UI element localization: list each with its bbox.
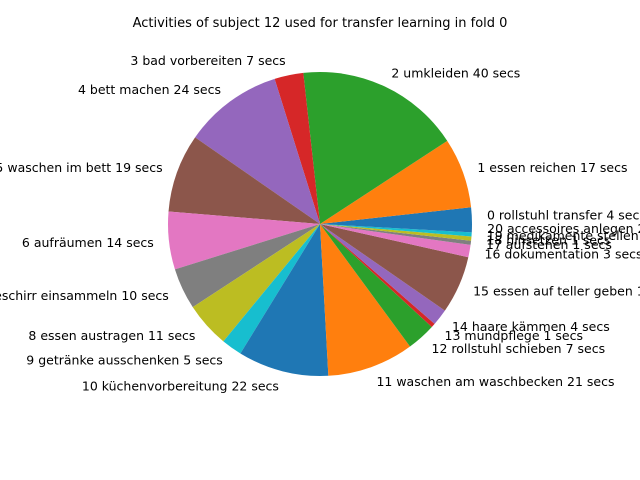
pie-slice-label-13: 13 mundpflege 1 secs — [445, 328, 583, 343]
pie-slice-label-3: 3 bad vorbereiten 7 secs — [130, 53, 285, 68]
pie-slice-20 — [320, 224, 473, 233]
pie-slice-label-18: 18 hinsetzen 1 secs — [486, 233, 610, 248]
pie-slice-8 — [192, 224, 320, 342]
pie-slice-label-16: 16 dokumentation 3 secs — [485, 246, 640, 261]
pie-slice-18 — [320, 224, 472, 241]
pie-slice-label-9: 9 getränke ausschenken 5 secs — [26, 353, 223, 368]
pie-slice-17 — [320, 224, 472, 245]
pie-slice-label-5: 5 waschen im bett 19 secs — [0, 160, 163, 175]
pie-slice-label-2: 2 umkleiden 40 secs — [391, 65, 520, 80]
chart-title: Activities of subject 12 used for transf… — [133, 16, 508, 31]
pie-slice-label-8: 8 essen austragen 11 secs — [28, 328, 195, 343]
pie-slice-label-10: 10 küchenvorbereitung 22 secs — [82, 379, 279, 394]
pie-slice-label-15: 15 essen auf teller geben 14 secs — [473, 284, 640, 299]
pie-labels: 0 rollstuhl transfer 4 secs 1 essen reich… — [0, 53, 640, 394]
pie-slice-label-7: 7 geschirr einsammeln 10 secs — [0, 288, 169, 303]
pie-slice-10 — [240, 224, 329, 377]
pie-slice-4 — [195, 78, 320, 225]
pie-slice-19 — [320, 224, 472, 237]
pie-slice-0 — [320, 207, 472, 224]
pie-slice-1 — [320, 140, 472, 224]
pie-slice-label-19: 19 medikamente stellen 1 secs — [487, 228, 640, 243]
pie-slice-label-6: 6 aufräumen 14 secs — [22, 235, 154, 250]
pie-slice-label-14: 14 haare kämmen 4 secs — [452, 319, 610, 334]
pie-slice-6 — [168, 211, 320, 270]
pie-slice-12 — [320, 224, 432, 347]
pie-slice-2 — [303, 71, 448, 224]
pie-slice-label-1: 1 essen reichen 17 secs — [477, 160, 627, 175]
pie-slice-label-12: 12 rollstuhl schieben 7 secs — [432, 341, 606, 356]
pie-slice-9 — [223, 224, 320, 354]
pie-slice-5 — [168, 137, 320, 224]
pie-slice-label-20: 20 accessoires anlegen 2 secs — [487, 221, 640, 236]
pie-slice-label-17: 17 aufstehen 1 secs — [486, 237, 612, 252]
pie-slice-16 — [320, 224, 471, 258]
pie-slice-label-4: 4 bett machen 24 secs — [78, 82, 221, 97]
pie-slice-label-0: 0 rollstuhl transfer 4 secs — [487, 207, 640, 222]
pie-slice-15 — [320, 224, 469, 311]
pie-slice-7 — [174, 224, 320, 308]
pie-slices — [168, 71, 473, 377]
pie-slice-14 — [320, 224, 445, 324]
pie-slice-3 — [274, 72, 320, 224]
pie-slice-13 — [320, 224, 435, 327]
pie-slice-label-11: 11 waschen am waschbecken 21 secs — [376, 374, 614, 389]
pie-slice-11 — [320, 224, 411, 376]
